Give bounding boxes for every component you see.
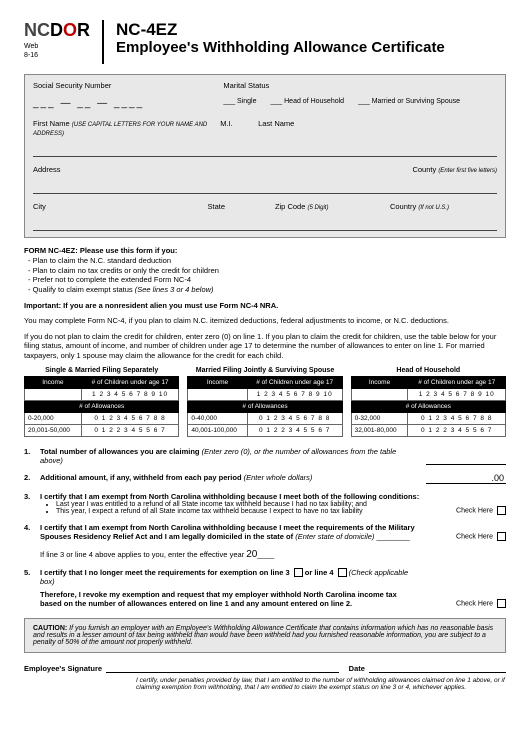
city-label: City bbox=[33, 202, 46, 211]
line3-checkbox[interactable] bbox=[497, 506, 506, 515]
signature-label: Employee's Signature bbox=[24, 664, 102, 673]
instr-item-3: Prefer not to complete the extended Form… bbox=[28, 275, 506, 285]
line-3: 3. I certify that I am exempt from North… bbox=[24, 492, 506, 515]
line-5: 5. I certify that I no longer meet the r… bbox=[24, 568, 506, 609]
logo-block: NCDOR Web 8-16 bbox=[24, 20, 90, 59]
country-label: Country bbox=[390, 202, 416, 211]
certification-note: I certify, under penalties provided by l… bbox=[24, 677, 506, 691]
mi-label: M.I. bbox=[220, 119, 233, 128]
instr-item-2: Plan to claim no tax credits or only the… bbox=[28, 266, 506, 276]
ssn-input[interactable]: ___ — __ — ____ bbox=[33, 98, 215, 109]
city-input-line[interactable] bbox=[33, 221, 497, 231]
line5-box4[interactable] bbox=[338, 568, 347, 577]
address-label: Address bbox=[33, 165, 61, 174]
marital-label: Marital Status bbox=[223, 81, 497, 90]
table-married: Married Filing Jointly & Surviving Spous… bbox=[187, 367, 342, 437]
address-input-line[interactable] bbox=[33, 184, 497, 194]
marital-single[interactable]: ___ Single bbox=[223, 98, 260, 105]
header-divider bbox=[102, 20, 104, 64]
effective-year: If line 3 or line 4 above applies to you… bbox=[24, 549, 506, 560]
marital-hoh[interactable]: ___ Head of Household bbox=[271, 98, 349, 105]
ssn-label: Social Security Number bbox=[33, 81, 215, 90]
table-hoh: Head of Household Income# of Children un… bbox=[351, 367, 506, 437]
date-label: Date bbox=[349, 664, 365, 673]
form-page: NCDOR Web 8-16 NC-4EZ Employee's Withhol… bbox=[0, 0, 530, 711]
first-name-label: First Name bbox=[33, 119, 70, 128]
line-4: 4. I certify that I am exempt from North… bbox=[24, 523, 506, 541]
allowance-tables: Single & Married Filing Separately Incom… bbox=[24, 367, 506, 437]
instructions: FORM NC-4EZ: Please use this form if you… bbox=[24, 246, 506, 295]
last-name-label: Last Name bbox=[258, 119, 294, 128]
ncdor-logo: NCDOR bbox=[24, 20, 90, 41]
county-label: County bbox=[412, 165, 436, 174]
state-label: State bbox=[207, 202, 225, 211]
table-single: Single & Married Filing Separately Incom… bbox=[24, 367, 179, 437]
line2-input[interactable]: .00 bbox=[426, 473, 506, 484]
line4-checkbox[interactable] bbox=[497, 532, 506, 541]
name-input-line[interactable] bbox=[33, 147, 497, 157]
line-1: 1. Total number of allowances you are cl… bbox=[24, 447, 506, 465]
line-2: 2. Additional amount, if any, withheld f… bbox=[24, 473, 506, 484]
marital-options: ___ Single ___ Head of Household ___ Mar… bbox=[223, 98, 497, 105]
signature-input[interactable] bbox=[106, 663, 339, 673]
caution-box: CAUTION: If you furnish an employer with… bbox=[24, 618, 506, 653]
instr-p2: If you do not plan to claim the credit f… bbox=[24, 332, 506, 361]
date-input[interactable] bbox=[369, 663, 506, 673]
form-code: NC-4EZ bbox=[116, 20, 445, 40]
logo-sub-date: 8-16 bbox=[24, 52, 90, 59]
signature-row: Employee's Signature Date bbox=[24, 663, 506, 673]
county-note: (Enter first five letters) bbox=[438, 168, 497, 174]
instr-lead: FORM NC-4EZ: Please use this form if you… bbox=[24, 246, 177, 255]
header: NCDOR Web 8-16 NC-4EZ Employee's Withhol… bbox=[24, 20, 506, 64]
zip-label: Zip Code bbox=[275, 202, 305, 211]
important-note: Important: If you are a nonresident alie… bbox=[24, 301, 506, 310]
zip-note: (5 Digit) bbox=[307, 205, 328, 211]
identity-box: Social Security Number ___ — __ — ____ M… bbox=[24, 74, 506, 238]
questions: 1. Total number of allowances you are cl… bbox=[24, 447, 506, 609]
line5-box3[interactable] bbox=[294, 568, 303, 577]
line5-checkbox[interactable] bbox=[497, 599, 506, 608]
instr-p1: You may complete Form NC-4, if you plan … bbox=[24, 316, 506, 326]
line1-input[interactable] bbox=[426, 464, 506, 465]
marital-married[interactable]: ___ Married or Surviving Spouse bbox=[358, 98, 464, 105]
form-title: Employee's Withholding Allowance Certifi… bbox=[116, 40, 445, 57]
instr-item-1: Plan to claim the N.C. standard deductio… bbox=[28, 256, 506, 266]
country-note: (If not U.S.) bbox=[418, 205, 449, 211]
instr-item-4: Qualify to claim exempt status (See line… bbox=[28, 285, 506, 295]
logo-sub-web: Web bbox=[24, 43, 90, 50]
title-block: NC-4EZ Employee's Withholding Allowance … bbox=[116, 20, 445, 57]
